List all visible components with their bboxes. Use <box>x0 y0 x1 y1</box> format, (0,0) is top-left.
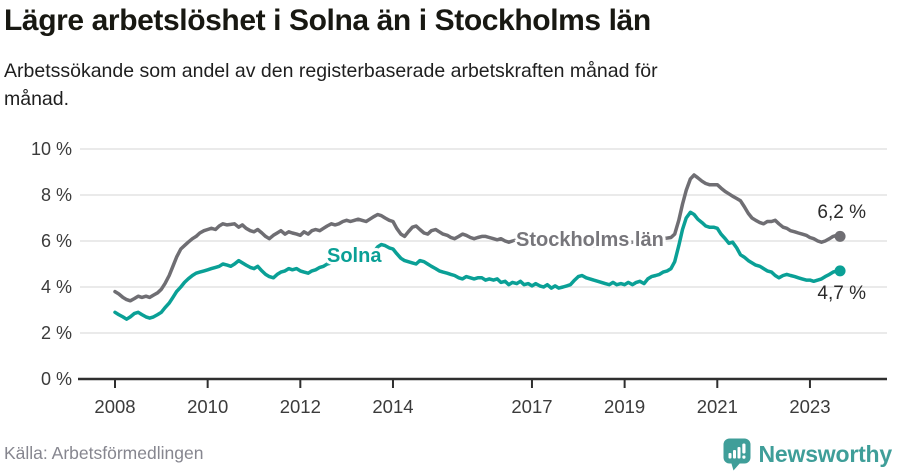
exclamation-stem <box>741 443 746 454</box>
y-tick-label: 4 % <box>41 277 72 297</box>
y-tick-label: 6 % <box>41 231 72 251</box>
x-tick-label: 2021 <box>697 396 738 417</box>
brand-logo: Newsworthy <box>723 438 892 471</box>
bar-1 <box>728 453 732 459</box>
chart-subtitle: Arbetssökande som andel av den registerb… <box>4 60 658 110</box>
exclamation-dot <box>741 455 746 459</box>
series-end-dot-solna <box>834 265 846 277</box>
y-tick-label: 10 % <box>31 139 72 159</box>
bar-2 <box>732 450 736 459</box>
bar-3 <box>737 447 741 459</box>
x-tick-label: 2014 <box>372 396 413 417</box>
x-tick-label: 2010 <box>187 396 228 417</box>
page-title: Lägre arbetslöshet i Solna än i Stockhol… <box>4 4 651 37</box>
x-tick-label: 2008 <box>94 396 135 417</box>
x-tick-label: 2017 <box>511 396 552 417</box>
source-credit: Källa: Arbetsförmedlingen <box>4 443 204 463</box>
end-value-label-stockholms-lan: 6,2 % <box>817 202 866 223</box>
x-tick-label: 2019 <box>604 396 645 417</box>
y-tick-label: 0 % <box>41 369 72 389</box>
y-tick-label: 8 % <box>41 185 72 205</box>
series-line-stockholms-lan <box>113 173 842 303</box>
newsworthy-bubble-icon <box>723 438 751 471</box>
series-label-solna: Solna <box>327 245 382 267</box>
series-end-dot-stockholms-lan <box>834 230 846 242</box>
brand-wordmark: Newsworthy <box>758 441 893 467</box>
line-chart: 0 % 2 % 4 % 6 % 8 % 10 % 2008 2010 2012 2014 2017 2… <box>31 139 887 417</box>
x-tick-label: 2012 <box>280 396 321 417</box>
series-line-solna <box>113 210 842 321</box>
x-tick-label: 2023 <box>789 396 830 417</box>
series-label-stockholms-lan: Stockholms län <box>516 229 664 251</box>
end-value-label-solna: 4,7 % <box>817 283 866 304</box>
y-tick-label: 2 % <box>41 323 72 343</box>
